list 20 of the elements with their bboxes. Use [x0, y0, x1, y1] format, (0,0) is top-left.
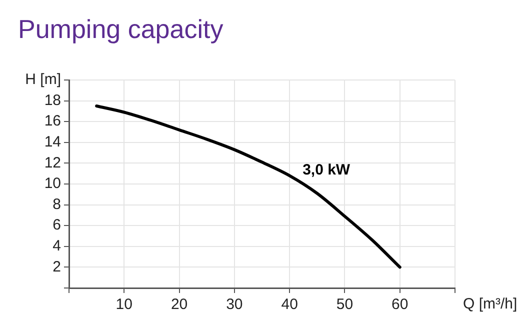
- x-tick-label: 50: [336, 296, 354, 314]
- series-label: 3,0 kW: [302, 161, 351, 178]
- y-tick-label: 16: [44, 112, 61, 130]
- y-tick-label: 8: [52, 196, 61, 213]
- x-tick-label: 60: [392, 296, 408, 314]
- x-tick-label: 30: [226, 296, 243, 314]
- y-tick-label: 2: [52, 258, 61, 276]
- x-tick-label: 20: [170, 296, 188, 314]
- x-tick-label: 10: [116, 296, 132, 314]
- y-tick-label: 10: [44, 175, 61, 192]
- x-axis-title: Q [m³/h]: [463, 296, 518, 313]
- line-series: [95, 104, 402, 269]
- x-tick-label: 40: [281, 296, 298, 314]
- y-tick-label: 4: [52, 238, 61, 255]
- chart-title: Pumping capacity: [18, 14, 224, 45]
- y-tick-label: 6: [52, 216, 61, 234]
- y-tick-label: 18: [44, 92, 61, 109]
- y-tick-label: 12: [44, 154, 61, 172]
- y-axis-title: H [m]: [25, 71, 61, 88]
- y-tick-label: 14: [44, 134, 61, 151]
